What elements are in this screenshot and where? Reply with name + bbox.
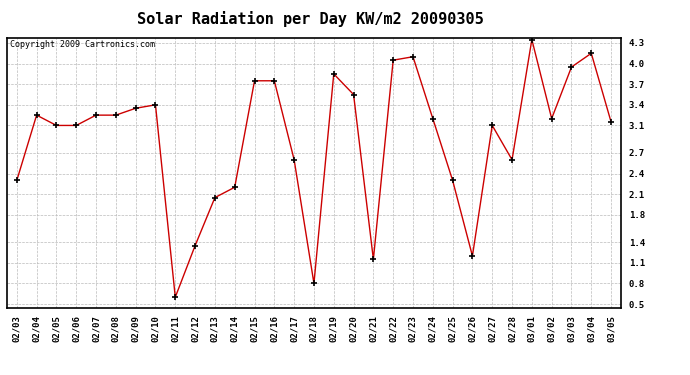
Text: Solar Radiation per Day KW/m2 20090305: Solar Radiation per Day KW/m2 20090305 bbox=[137, 11, 484, 27]
Text: Copyright 2009 Cartronics.com: Copyright 2009 Cartronics.com bbox=[10, 40, 155, 49]
